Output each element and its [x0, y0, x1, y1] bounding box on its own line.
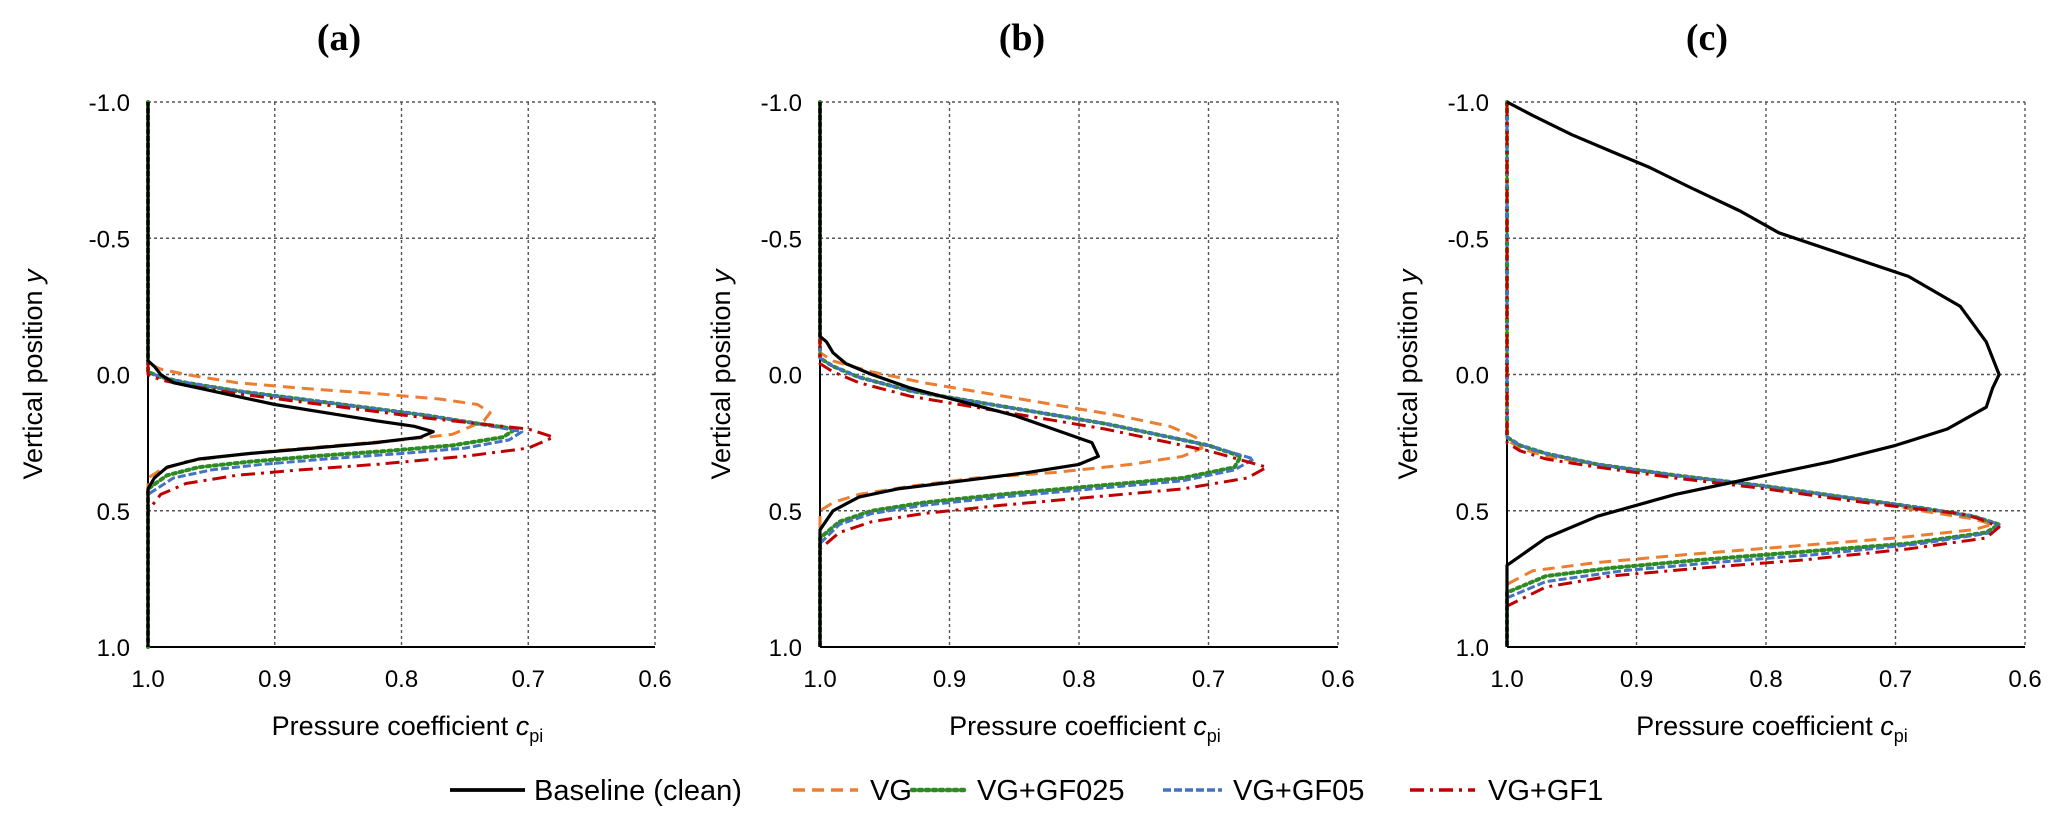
x-tick-label: 1.0 [803, 666, 836, 693]
x-axis-title: Pressure coefficient cpi [272, 711, 544, 746]
y-tick-label: -1.0 [1448, 90, 1489, 117]
x-tick-label: 1.0 [131, 666, 164, 693]
panel-label: (a) [317, 17, 361, 59]
x-tick-label: 0.9 [1620, 666, 1653, 693]
series-line-vg-gf1 [1505, 102, 2001, 647]
panel-a: (a) 1.0 0.9 0.8 0.7 0.6 -1.0 -0.5 0.0 0.5 1.0 Press… [18, 17, 672, 746]
y-tick-label: 1.0 [97, 635, 130, 662]
y-tick-label: 1.0 [1456, 635, 1489, 662]
y-axis-title: Vertical position y [18, 268, 48, 480]
legend-label: VG+GF1 [1488, 775, 1603, 807]
y-tick-label: -0.5 [89, 226, 130, 253]
series-line-vg [818, 102, 1204, 647]
legend-label: VG+GF025 [977, 775, 1125, 807]
series-line-baseline-clean [146, 102, 435, 647]
legend-label: Baseline (clean) [534, 775, 742, 807]
x-tick-label: 0.8 [1749, 666, 1782, 693]
x-tick-label: 0.8 [385, 666, 418, 693]
y-tick-label: -1.0 [89, 90, 130, 117]
panel-label: (b) [999, 17, 1045, 59]
y-tick-label: 0.0 [97, 363, 130, 390]
series-line-vg-gf05 [146, 102, 524, 647]
y-tick-label: 1.0 [769, 635, 802, 662]
x-tick-label: 0.6 [638, 666, 671, 693]
series-line-vg [146, 102, 492, 647]
x-tick-label: 1.0 [1490, 666, 1523, 693]
x-tick-label: 0.7 [1192, 666, 1225, 693]
series-line-vg-gf05 [818, 102, 1256, 647]
x-axis-title: Pressure coefficient cpi [1636, 711, 1908, 746]
y-tick-label: -1.0 [761, 90, 802, 117]
y-tick-label: 0.5 [97, 499, 130, 526]
x-tick-label: 0.6 [1321, 666, 1354, 693]
y-tick-label: -0.5 [761, 226, 802, 253]
x-tick-label: 0.8 [1062, 666, 1095, 693]
x-tick-label: 0.7 [512, 666, 545, 693]
panel-c: (c) 1.0 0.9 0.8 0.7 0.6 -1.0 -0.5 0.0 0.5 1.0 Press… [1393, 17, 2042, 746]
x-tick-label: 0.6 [2008, 666, 2041, 693]
series-line-vg [1505, 102, 1995, 647]
panel-label: (c) [1686, 17, 1728, 59]
x-axis-title: Pressure coefficient cpi [949, 711, 1221, 746]
y-tick-label: 0.0 [1456, 363, 1489, 390]
legend: Baseline (clean) VG VG+GF025 VG+GF05 VG+GF1 [450, 775, 1603, 807]
x-tick-label: 0.9 [933, 666, 966, 693]
y-tick-label: 0.5 [1456, 499, 1489, 526]
series-line-vg-gf1 [818, 102, 1269, 647]
y-axis-title: Vertical position y [706, 268, 736, 480]
y-tick-label: 0.0 [769, 363, 802, 390]
legend-label: VG [870, 775, 912, 807]
x-tick-label: 0.9 [258, 666, 291, 693]
legend-label: VG+GF05 [1233, 775, 1364, 807]
y-axis-title: Vertical position y [1393, 268, 1423, 480]
series-line-baseline-clean [818, 102, 1100, 647]
y-tick-label: 0.5 [769, 499, 802, 526]
y-tick-label: -0.5 [1448, 226, 1489, 253]
x-tick-label: 0.7 [1879, 666, 1912, 693]
series-line-baseline-clean [1505, 100, 2001, 647]
panel-b: (b) 1.0 0.9 0.8 0.7 0.6 -1.0 -0.5 0.0 0.5 1.0 Press… [706, 17, 1355, 746]
